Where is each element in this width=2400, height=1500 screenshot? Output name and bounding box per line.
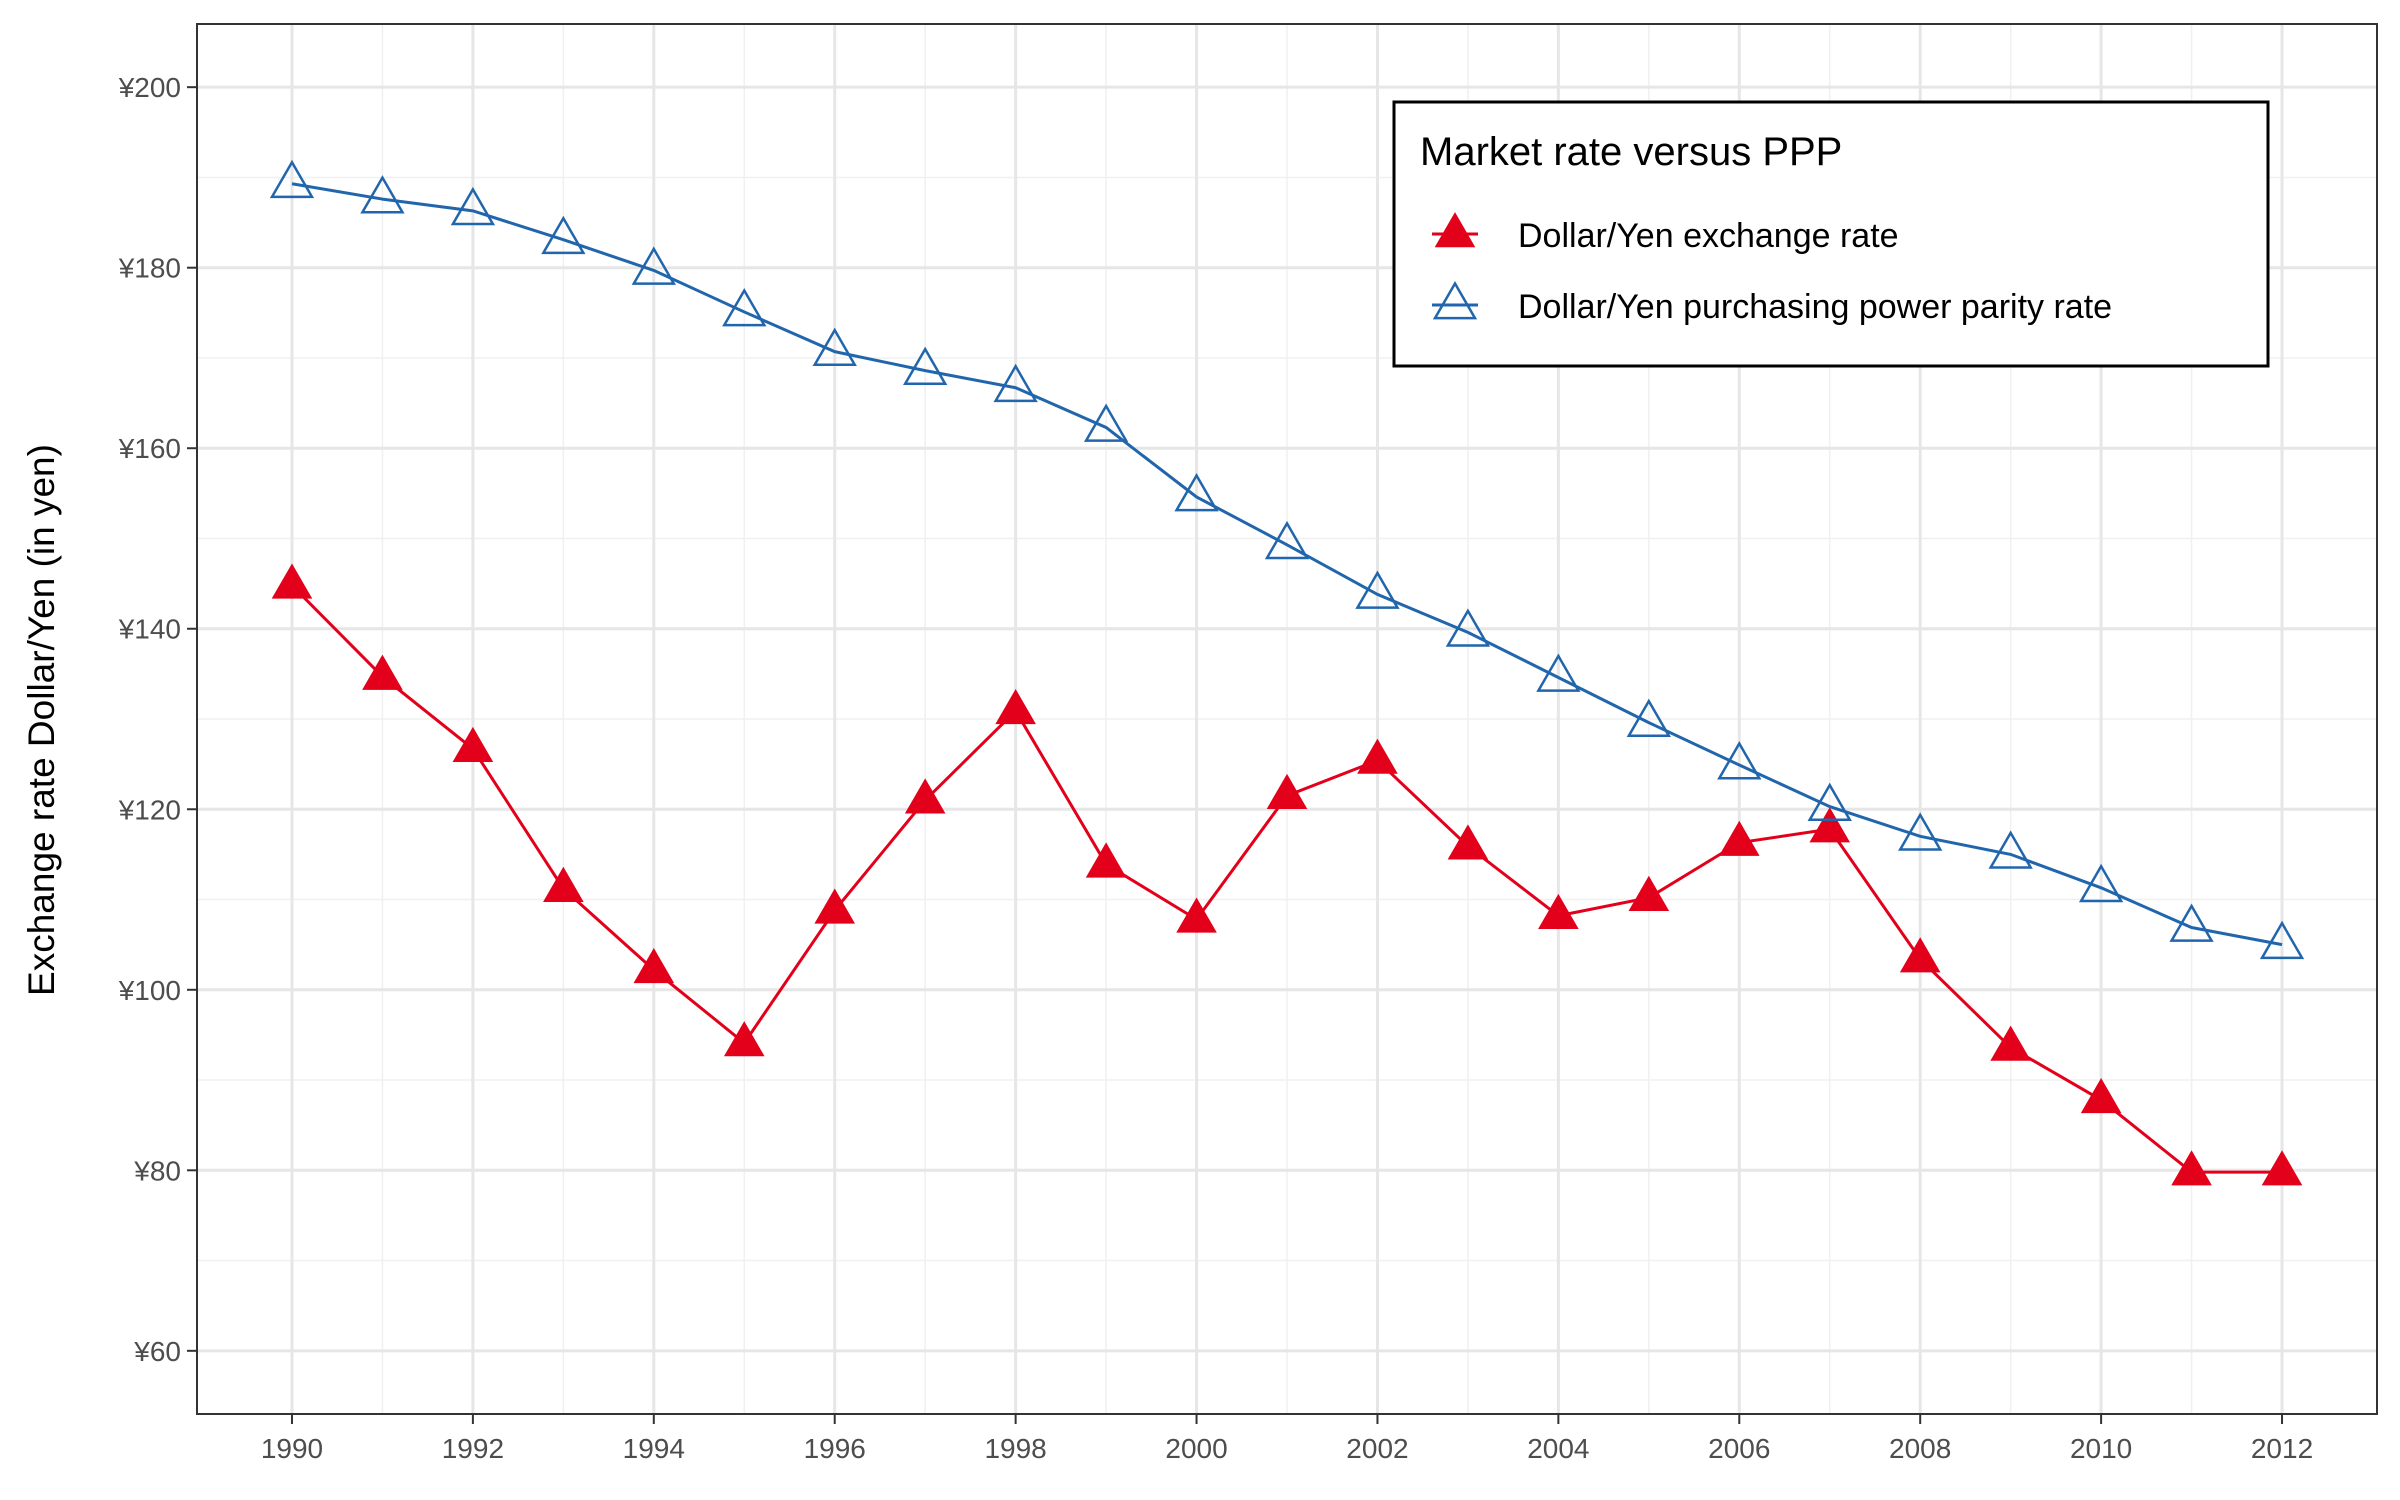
x-tick-label: 2004 <box>1527 1433 1589 1464</box>
ppp-rate-point <box>1717 741 1762 780</box>
exchange-rate-point <box>1538 893 1579 930</box>
legend-key-marker <box>1434 212 1476 248</box>
x-tick-label: 2006 <box>1708 1433 1770 1464</box>
ppp-rate-point <box>993 363 1038 403</box>
y-tick-label: ¥200 <box>118 72 181 103</box>
exchange-rate-point <box>1899 937 1941 973</box>
ppp-rate-point <box>541 215 586 255</box>
exchange-rate-point <box>1628 875 1670 911</box>
exchange-rate-point <box>904 778 946 814</box>
y-axis: ¥60 ¥80 ¥100 ¥120 ¥140 ¥160 ¥180 ¥200 <box>118 72 197 1367</box>
x-tick-label: 2012 <box>2251 1433 2313 1464</box>
exchange-rate-point <box>1266 773 1308 809</box>
ppp-rate-point <box>1626 698 1671 738</box>
y-tick-label: ¥60 <box>133 1336 181 1367</box>
exchange-rate-point <box>995 688 1036 725</box>
exchange-rate-point <box>1085 842 1127 878</box>
exchange-rate-point <box>1447 824 1489 860</box>
ppp-rate-point <box>2078 863 2124 903</box>
exchange-rate-point <box>271 563 313 599</box>
exchange-rate-point <box>543 866 584 902</box>
ppp-rate-point <box>1264 520 1310 560</box>
y-tick-label: ¥140 <box>118 614 181 645</box>
ppp-rate-point <box>2259 920 2305 960</box>
ppp-rate-point <box>722 287 767 327</box>
y-axis-title: Exchange rate Dollar/Yen (in yen) <box>21 444 62 996</box>
y-tick-label: ¥160 <box>118 433 181 464</box>
x-tick-label: 1996 <box>804 1433 866 1464</box>
series-line-1 <box>291 182 2283 947</box>
ppp-rate-point <box>1988 830 2033 869</box>
x-tick-label: 1998 <box>984 1433 1046 1464</box>
legend-label-exchange-rate: Dollar/Yen exchange rate <box>1518 217 1899 255</box>
ppp-rate-point <box>269 159 315 199</box>
x-axis: 1990 1992 1994 1996 1998 2000 2002 2004 2006 2008… <box>261 1414 2313 1464</box>
exchange-rate-point <box>723 1021 765 1057</box>
exchange-rate-point <box>2261 1150 2303 1186</box>
ppp-rate-point <box>1807 782 1852 821</box>
x-tick-label: 2002 <box>1346 1433 1408 1464</box>
ppp-rate-point <box>1898 812 1943 851</box>
x-tick-label: 1990 <box>261 1433 323 1464</box>
ppp-rate-point <box>1445 608 1491 647</box>
ppp-rate-point <box>360 175 405 214</box>
plot-border <box>196 23 2378 1415</box>
series-layer <box>269 159 2305 1186</box>
ppp-rate-point <box>812 327 857 367</box>
exchange-rate-point <box>1809 807 1851 843</box>
legend-key-marker <box>1432 281 1478 320</box>
x-tick-label: 1992 <box>442 1433 504 1464</box>
legend-key-ppp-rate <box>1432 281 1478 320</box>
ppp-rate-point <box>1536 653 1581 692</box>
y-tick-label: ¥120 <box>118 794 181 825</box>
y-tick-label: ¥180 <box>118 253 181 284</box>
y-tick-label: ¥80 <box>133 1155 181 1186</box>
x-tick-label: 2008 <box>1889 1433 1951 1464</box>
exchange-rate-point <box>2080 1077 2122 1114</box>
exchange-rate-point <box>1357 738 1398 774</box>
ppp-rate-point <box>2169 903 2214 942</box>
ppp-rate-point <box>903 346 948 386</box>
exchange-rate-point <box>633 948 675 984</box>
legend: Market rate versus PPP Dollar/Yen exchan… <box>1392 100 2270 368</box>
exchange-rate-point <box>1176 897 1217 933</box>
legend-label-ppp-rate: Dollar/Yen purchasing power parity rate <box>1518 288 2112 326</box>
ppp-rate-point <box>1174 472 1219 512</box>
ppp-rate-point <box>450 186 496 226</box>
legend-title: Market rate versus PPP <box>1420 130 1842 174</box>
ppp-rate-point <box>1355 570 1400 609</box>
exchange-rate-point <box>1718 820 1760 856</box>
legend-key-exchange-rate <box>1432 212 1478 248</box>
legend-box <box>1392 100 2270 368</box>
exchange-rate-point <box>2171 1150 2212 1186</box>
exchange-rate-point <box>452 726 494 763</box>
y-tick-label: ¥100 <box>118 975 181 1006</box>
ppp-rate-point <box>1083 403 1129 442</box>
x-tick-label: 1994 <box>623 1433 685 1464</box>
x-tick-label: 2000 <box>1165 1433 1227 1464</box>
exchange-rate-point <box>362 654 403 690</box>
ppp-rate-point <box>631 246 676 285</box>
exchange-rate-point <box>814 888 856 924</box>
x-tick-label: 2010 <box>2070 1433 2132 1464</box>
exchange-rate-point <box>1990 1025 2031 1061</box>
